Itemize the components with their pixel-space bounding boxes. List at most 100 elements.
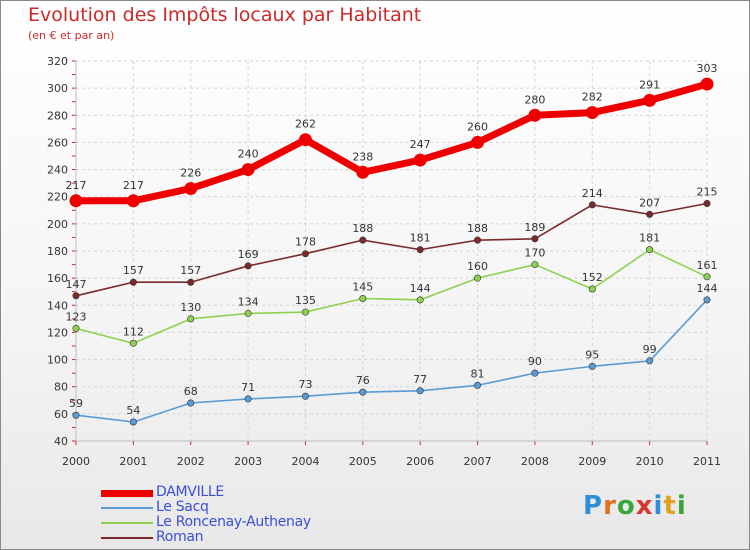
- data-label: 112: [123, 325, 144, 338]
- y-tick-label: 240: [47, 164, 68, 177]
- data-point: [416, 246, 424, 254]
- data-point: [359, 388, 367, 396]
- data-label: 247: [410, 138, 431, 151]
- data-point: [588, 362, 596, 370]
- data-point: [531, 235, 539, 243]
- data-label: 214: [582, 187, 603, 200]
- data-label: 291: [639, 78, 660, 91]
- chart-subtitle: (en € et par an): [28, 29, 115, 42]
- data-point: [416, 387, 424, 395]
- legend-swatch: [101, 537, 153, 539]
- data-label: 123: [66, 310, 87, 323]
- logo-letter: o: [616, 491, 636, 521]
- y-tick-label: 60: [54, 408, 68, 421]
- data-label: 144: [410, 282, 431, 295]
- x-tick-label: 2007: [464, 455, 492, 468]
- x-tick-label: 2009: [578, 455, 606, 468]
- logo-letter: P: [583, 491, 604, 521]
- data-label: 54: [126, 404, 140, 417]
- data-point: [244, 262, 252, 270]
- data-label: 238: [352, 150, 373, 163]
- data-point: [184, 182, 198, 196]
- y-tick-label: 120: [47, 326, 68, 339]
- data-label: 178: [295, 236, 316, 249]
- data-point: [413, 153, 427, 167]
- data-label: 157: [123, 264, 144, 277]
- data-point: [301, 250, 309, 258]
- data-label: 157: [180, 264, 201, 277]
- logo-letter: r: [603, 491, 617, 521]
- data-point: [643, 93, 657, 107]
- logo-letter: i: [653, 491, 664, 521]
- y-tick-label: 140: [47, 299, 68, 312]
- y-tick-label: 180: [47, 245, 68, 258]
- series-line-le-roncenay-authenay: [75, 248, 708, 345]
- legend-swatch: [101, 489, 153, 497]
- data-label: 130: [180, 301, 201, 314]
- y-tick-label: 40: [54, 435, 68, 448]
- logo-letter: t: [663, 491, 677, 521]
- data-point: [129, 339, 137, 347]
- legend-label: Roman: [156, 529, 204, 545]
- data-point: [646, 357, 654, 365]
- data-label: 99: [643, 343, 657, 356]
- logo-letter: i: [676, 491, 687, 521]
- data-point: [531, 261, 539, 269]
- data-label: 152: [582, 271, 603, 284]
- legend-label: Le Sacq: [156, 499, 209, 515]
- data-label: 71: [241, 381, 255, 394]
- data-label: 188: [352, 222, 373, 235]
- x-tick-label: 2005: [349, 455, 377, 468]
- data-point: [126, 194, 140, 208]
- data-point: [72, 411, 80, 419]
- data-label: 169: [238, 248, 259, 261]
- data-point: [588, 201, 596, 209]
- data-label: 181: [639, 232, 660, 245]
- data-point: [241, 163, 255, 177]
- data-label: 207: [639, 196, 660, 209]
- data-label: 170: [524, 247, 545, 260]
- legend-swatch: [101, 507, 153, 509]
- data-label: 145: [352, 281, 373, 294]
- data-point: [528, 108, 542, 122]
- data-point: [646, 210, 654, 218]
- data-point: [187, 399, 195, 407]
- legend-label: DAMVILLE: [156, 484, 224, 500]
- data-point: [531, 369, 539, 377]
- series-line-damville: [76, 80, 708, 205]
- data-point: [359, 294, 367, 302]
- legend-label: Le Roncenay-Authenay: [156, 514, 311, 530]
- data-point: [244, 309, 252, 317]
- data-point: [703, 273, 711, 281]
- series-line-le-sacq: [75, 299, 708, 423]
- data-label: 147: [66, 278, 87, 291]
- data-label: 188: [467, 222, 488, 235]
- data-point: [703, 296, 711, 304]
- x-tick-label: 2004: [291, 455, 319, 468]
- data-label: 181: [410, 232, 431, 245]
- data-point: [646, 246, 654, 254]
- data-point: [471, 135, 485, 149]
- data-label: 189: [524, 221, 545, 234]
- data-label: 226: [180, 167, 201, 180]
- data-point: [129, 418, 137, 426]
- x-tick-label: 2002: [177, 455, 205, 468]
- y-tick-label: 260: [47, 136, 68, 149]
- data-point: [72, 324, 80, 332]
- y-tick-label: 200: [47, 218, 68, 231]
- data-point: [301, 308, 309, 316]
- data-label: 144: [697, 282, 718, 295]
- data-label: 262: [295, 118, 316, 131]
- data-label: 160: [467, 260, 488, 273]
- y-tick-label: 300: [47, 82, 68, 95]
- data-label: 81: [471, 367, 485, 380]
- data-point: [700, 77, 714, 91]
- data-label: 134: [238, 295, 259, 308]
- data-point: [298, 133, 312, 147]
- x-tick-label: 2006: [406, 455, 434, 468]
- series-lines: [69, 77, 714, 426]
- y-tick-label: 280: [47, 109, 68, 122]
- data-point: [301, 392, 309, 400]
- x-tick-label: 2011: [693, 455, 721, 468]
